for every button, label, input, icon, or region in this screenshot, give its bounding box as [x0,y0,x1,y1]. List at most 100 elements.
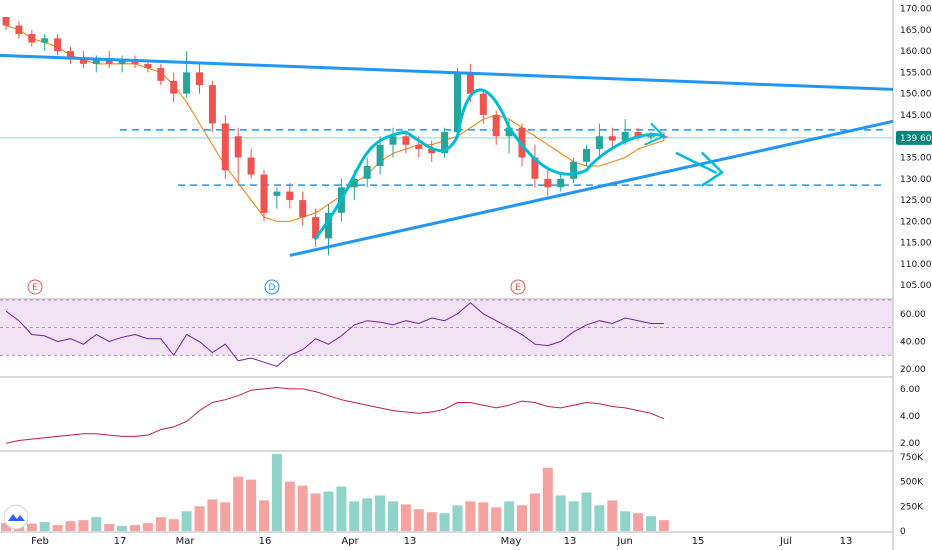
candle-body [299,200,307,218]
volume-bar [620,511,631,531]
candle [208,80,216,132]
axis-tick-label: 20.00 [900,365,926,375]
candle-body [531,157,539,179]
volume-bar [78,520,89,531]
candle [454,68,461,137]
volume-bar [400,504,411,531]
candle [170,72,178,103]
moving-average-path [5,25,665,222]
candle-body [234,136,242,158]
axis-tick-label: 750K [900,453,924,463]
candle-body [208,85,216,124]
candle [363,157,371,188]
time-axis-label: 13 [840,536,853,547]
candle-body [170,80,178,94]
event-marker-label: E [32,283,38,293]
volume-bar [439,513,450,531]
candle-body [505,127,513,137]
candle-body [389,136,397,145]
volume-bar [491,507,502,531]
axis-tick-label: 4.00 [900,412,920,422]
tradingview-logo-icon[interactable] [3,504,29,530]
candle-body [79,59,87,64]
volume-bar [117,526,128,531]
axis-tick-label: 105.00 [900,281,932,291]
axis-tick-label: 60.00 [900,310,926,320]
volume-bar [1,523,11,531]
candle-body [286,191,294,201]
candle-body [41,38,49,43]
volume-bar [284,481,295,531]
candle-body [105,59,113,64]
candle [583,144,590,167]
volume-bar [568,501,579,531]
macd-line [5,386,665,444]
candle-body [196,72,203,86]
candle [389,127,397,158]
axis-tick-label: 2.00 [900,439,920,449]
candle [299,191,307,226]
candle-body [118,59,126,64]
event-marker-circle [264,279,280,295]
candle-body [312,217,320,239]
candle [428,140,436,162]
volume-bar [65,521,76,531]
time-axis-label: 17 [114,536,127,547]
time-axis[interactable]: Feb 17 Mar 16 Apr 13 May 13 Jun 15 Jul 13 [31,536,852,547]
candle-body [157,68,165,81]
trendline-drawings[interactable] [0,53,894,257]
candle-body [583,149,590,162]
candle-body [221,123,229,171]
candle [441,127,449,158]
volume-bar [297,485,308,531]
candle-body [402,136,410,145]
candle-body [570,161,578,179]
volume-bar [246,479,257,531]
candle-body [466,72,474,94]
candle [247,149,255,179]
volume-bar [646,516,656,531]
volume-bar [336,486,347,531]
rsi-band [0,299,893,356]
volume-bar [362,498,373,531]
event-marker-label: D [269,283,276,293]
candle [234,127,242,184]
volume-bar [594,505,605,531]
axis-tick-label: 155.00 [900,68,932,78]
candle-body [479,93,487,115]
candle-body [247,157,255,175]
candle [557,174,565,192]
price-axis[interactable]: 170.00165.00160.00155.00150.00145.00140.… [900,5,932,537]
chart-frame [0,0,894,550]
volume-bar [39,522,50,531]
candle [273,187,281,209]
time-axis-label: 13 [404,536,417,547]
volume-bar [271,453,282,531]
candle [260,170,268,222]
candle-body [144,63,152,69]
candle-body [415,144,423,149]
volume-bar [259,500,269,531]
candle [54,34,62,56]
volume-bar [465,501,476,531]
time-axis-label: Mar [176,536,196,547]
axis-tick-label: 130.00 [900,175,932,185]
axis-tick-label: 125.00 [900,196,932,206]
time-axis-label: 15 [692,536,705,547]
volume-bar [633,513,644,531]
candle [479,89,487,124]
time-axis-label: Apr [341,536,359,547]
axis-tick-label: 40.00 [900,337,926,347]
axis-tick-label: 110.00 [900,260,932,270]
candle-body [595,136,603,149]
volume-bars [1,453,669,531]
axis-tick-label: 0 [900,527,906,537]
volume-bar [529,493,540,531]
candle-body [260,174,268,213]
axis-tick-label: 150.00 [900,90,932,100]
volume-bar [26,523,37,531]
candle [402,131,410,154]
candle [15,21,23,39]
last-price-label: 139.60 [900,134,932,144]
